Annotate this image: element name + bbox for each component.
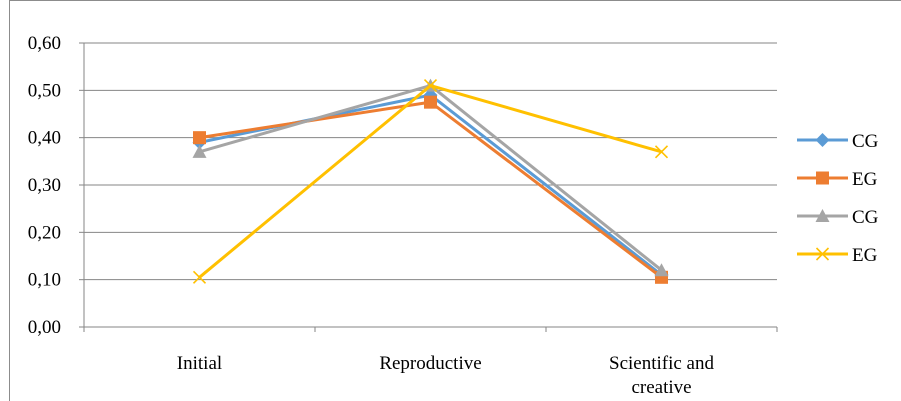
data-point-series-4 — [192, 270, 207, 284]
series-line-4 — [198, 84, 662, 279]
y-tick-label: 0,60 — [28, 33, 61, 54]
legend-marker — [815, 133, 830, 147]
y-tick-label: 0,30 — [28, 175, 61, 196]
legend-marker — [816, 171, 829, 185]
data-point-series-3 — [654, 263, 669, 277]
data-point-series-4 — [423, 79, 438, 93]
data-point-series-2 — [193, 131, 206, 145]
series-line-2 — [199, 100, 663, 279]
legend-marker — [815, 247, 830, 261]
legend-marker — [815, 209, 830, 222]
legend-label: CG — [852, 131, 879, 152]
y-tick-label: 0,10 — [28, 270, 61, 291]
data-point-series-3 — [192, 144, 207, 158]
x-category-label: creative — [631, 377, 691, 398]
x-category-label: Reproductive — [379, 353, 481, 374]
y-tick-label: 0,00 — [28, 317, 61, 338]
y-tick-label: 0,50 — [28, 80, 61, 101]
legend-label: EG — [852, 245, 878, 266]
chart-frame — [9, 0, 901, 401]
legend-label: CG — [852, 207, 879, 228]
legend-label: EG — [852, 169, 878, 190]
series-line-3 — [199, 84, 663, 272]
data-point-series-2 — [424, 95, 437, 109]
x-category-label: Scientific and — [609, 353, 714, 374]
data-point-series-4 — [654, 145, 669, 159]
y-tick-label: 0,40 — [28, 128, 61, 149]
y-tick-label: 0,20 — [28, 222, 61, 243]
x-category-label: Initial — [177, 353, 222, 374]
